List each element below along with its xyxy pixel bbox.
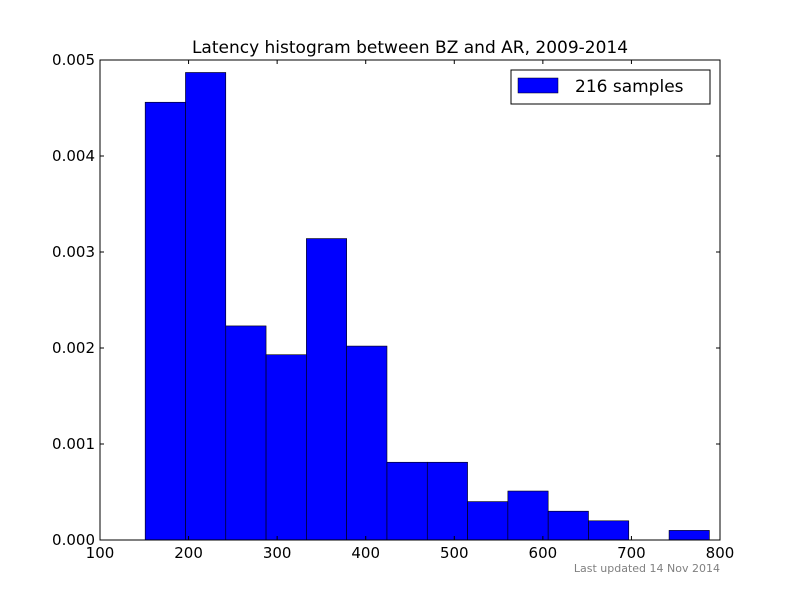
y-tick-label: 0.001 xyxy=(52,435,95,453)
x-tick-label: 700 xyxy=(617,544,646,562)
y-tick-label: 0.004 xyxy=(52,147,95,165)
histogram-bar xyxy=(668,530,710,541)
ticks-group: 100 200 300 400 500 600 700 800 0.000 0.001 0.002 0… xyxy=(52,51,734,562)
histogram-bar xyxy=(426,461,468,541)
x-tick-label: 500 xyxy=(440,544,469,562)
x-tick-label: 300 xyxy=(263,544,292,562)
histogram-bar xyxy=(346,345,388,541)
chart-title: Latency histogram between BZ and AR, 200… xyxy=(192,38,628,58)
x-tick-label: 600 xyxy=(529,544,558,562)
x-tick-label: 400 xyxy=(351,544,380,562)
x-tick-label: 200 xyxy=(174,544,203,562)
x-tick-label: 100 xyxy=(86,544,115,562)
legend-swatch xyxy=(517,77,559,94)
y-tick-label: 0.002 xyxy=(52,339,95,357)
y-tick-label: 0.005 xyxy=(52,51,95,69)
histogram-bar xyxy=(265,354,307,541)
legend: 216 samples xyxy=(510,69,711,105)
y-tick-label: 0.000 xyxy=(52,531,95,549)
bars-group xyxy=(144,72,710,541)
x-tick-label: 800 xyxy=(706,544,735,562)
histogram-bar xyxy=(306,238,347,541)
histogram-bar xyxy=(467,501,509,541)
histogram-bar xyxy=(588,520,630,541)
plot-frame xyxy=(99,59,721,541)
histogram-bar xyxy=(386,461,428,541)
histogram-bar xyxy=(225,325,267,541)
histogram-bar xyxy=(547,510,589,541)
histogram-bar xyxy=(507,490,549,541)
footnote-text: Last updated 14 Nov 2014 xyxy=(573,562,720,575)
y-tick-label: 0.003 xyxy=(52,243,95,261)
histogram-bar xyxy=(144,101,186,541)
legend-label: 216 samples xyxy=(575,77,684,97)
histogram-bar xyxy=(185,72,227,541)
